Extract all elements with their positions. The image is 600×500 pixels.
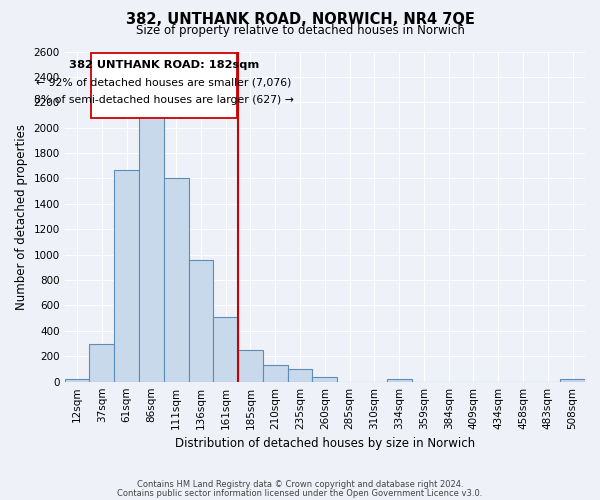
Y-axis label: Number of detached properties: Number of detached properties [15, 124, 28, 310]
Text: 382, UNTHANK ROAD, NORWICH, NR4 7QE: 382, UNTHANK ROAD, NORWICH, NR4 7QE [125, 12, 475, 28]
Bar [214, 317, 238, 382]
Bar [313, 377, 337, 382]
Bar [139, 108, 164, 382]
Bar [164, 178, 188, 382]
Bar [89, 344, 114, 382]
Text: Contains HM Land Registry data © Crown copyright and database right 2024.: Contains HM Land Registry data © Crown c… [137, 480, 463, 489]
Text: Size of property relative to detached houses in Norwich: Size of property relative to detached ho… [136, 24, 464, 37]
Bar [238, 350, 263, 382]
Bar [387, 379, 412, 382]
Text: ← 92% of detached houses are smaller (7,076): ← 92% of detached houses are smaller (7,… [36, 78, 292, 88]
Text: Contains public sector information licensed under the Open Government Licence v3: Contains public sector information licen… [118, 488, 482, 498]
FancyBboxPatch shape [91, 53, 237, 118]
Bar [287, 369, 313, 382]
X-axis label: Distribution of detached houses by size in Norwich: Distribution of detached houses by size … [175, 437, 475, 450]
Text: 382 UNTHANK ROAD: 182sqm: 382 UNTHANK ROAD: 182sqm [68, 60, 259, 70]
Bar [188, 260, 214, 382]
Text: 8% of semi-detached houses are larger (627) →: 8% of semi-detached houses are larger (6… [34, 94, 294, 104]
Bar [114, 170, 139, 382]
Bar [263, 365, 287, 382]
Bar [65, 378, 89, 382]
Bar [560, 379, 585, 382]
